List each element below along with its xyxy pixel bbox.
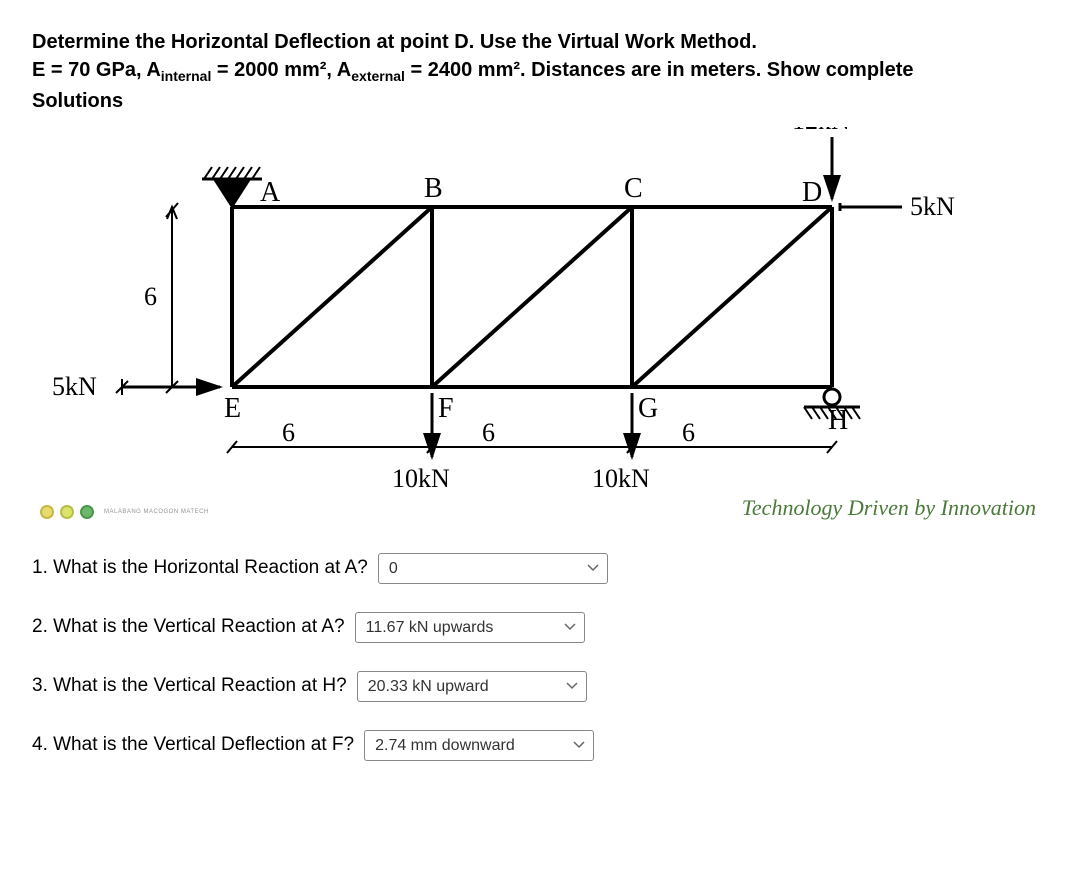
tagline: Technology Driven by Innovation (742, 495, 1036, 521)
problem-instructions: Determine the Horizontal Deflection at p… (32, 28, 1048, 115)
questions-block: 1. What is the Horizontal Reaction at A?… (32, 553, 1048, 761)
svg-text:D: D (802, 177, 822, 208)
svg-text:6: 6 (682, 418, 695, 447)
question-4-select[interactable]: 2.74 mm downward (364, 730, 594, 761)
instruction-line2a: E = 70 GPa, A (32, 59, 161, 81)
question-row-1: 1. What is the Horizontal Reaction at A?… (32, 553, 1048, 584)
svg-text:G: G (638, 393, 658, 424)
svg-text:6: 6 (144, 282, 157, 311)
svg-text:10kN: 10kN (592, 464, 650, 493)
svg-text:12kN: 12kN (792, 127, 850, 135)
truss-diagram: ABCDEFGH666612kN5kN5kN10kN10kN MALABANG … (32, 127, 1048, 527)
svg-text:E: E (224, 393, 241, 424)
svg-text:A: A (260, 177, 281, 208)
svg-text:5kN: 5kN (52, 372, 97, 401)
instruction-line2c: = 2400 mm². Distances are in meters. Sho… (405, 59, 914, 81)
svg-text:6: 6 (482, 418, 495, 447)
question-2-select[interactable]: 11.67 kN upwards (355, 612, 585, 643)
question-row-2: 2. What is the Vertical Reaction at A? 1… (32, 612, 1048, 643)
question-row-3: 3. What is the Vertical Reaction at H? 2… (32, 671, 1048, 702)
question-1-label: 1. What is the Horizontal Reaction at A? (32, 557, 368, 579)
instruction-line1: Determine the Horizontal Deflection at p… (32, 31, 757, 53)
watermark-logos: MALABANG MACOGON MATECH (40, 505, 209, 519)
svg-text:5kN: 5kN (910, 192, 955, 221)
svg-text:C: C (624, 173, 643, 204)
svg-text:B: B (424, 173, 443, 204)
question-4-label: 4. What is the Vertical Deflection at F? (32, 734, 354, 756)
question-3-select[interactable]: 20.33 kN upward (357, 671, 587, 702)
instruction-line2b: = 2000 mm², A (211, 59, 351, 81)
question-1-select[interactable]: 0 (378, 553, 608, 584)
instruction-line3: Solutions (32, 90, 123, 112)
question-2-label: 2. What is the Vertical Reaction at A? (32, 616, 345, 638)
question-row-4: 4. What is the Vertical Deflection at F?… (32, 730, 1048, 761)
question-3-label: 3. What is the Vertical Reaction at H? (32, 675, 347, 697)
sub-internal: internal (161, 68, 212, 84)
sub-external: external (351, 68, 405, 84)
svg-text:10kN: 10kN (392, 464, 450, 493)
svg-text:F: F (438, 393, 454, 424)
svg-text:6: 6 (282, 418, 295, 447)
